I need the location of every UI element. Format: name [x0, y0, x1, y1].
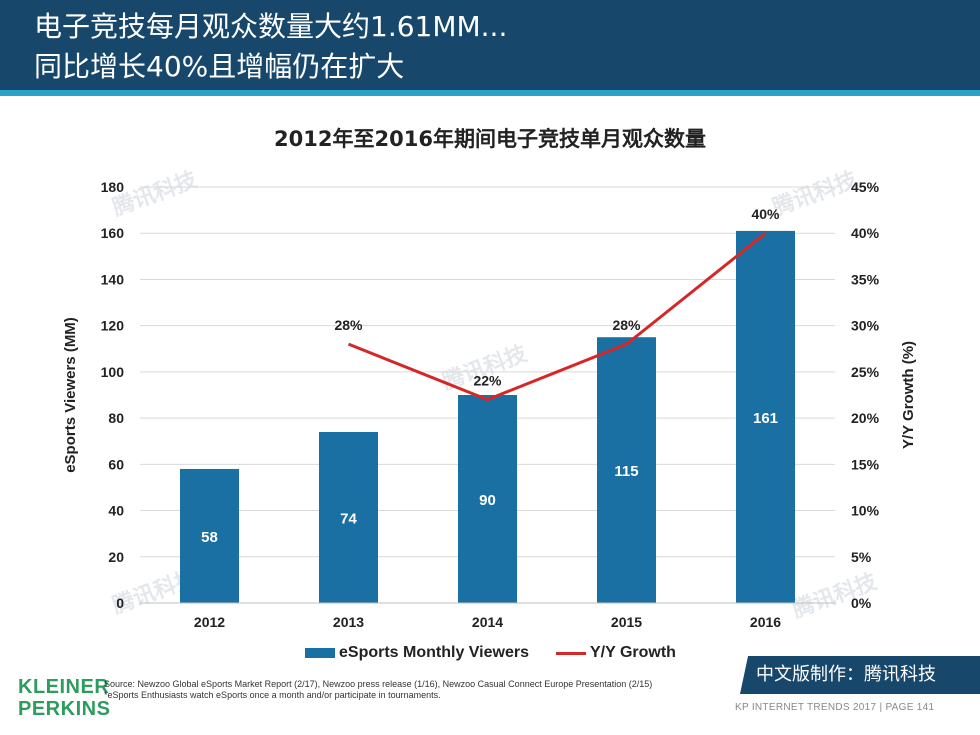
y-tick-label: 0 [116, 595, 124, 611]
growth-label: 22% [473, 373, 502, 389]
y-tick-label: 120 [101, 318, 125, 334]
y2-tick-label: 20% [851, 410, 880, 426]
legend-line-label: Y/Y Growth [590, 644, 676, 661]
y2-tick-label: 45% [851, 179, 880, 195]
bar-value-label: 161 [753, 410, 778, 427]
bar-2014 [458, 395, 517, 603]
legend-bar-swatch [305, 648, 335, 658]
kleiner-perkins-logo: KLEINER PERKINS [18, 676, 110, 720]
chart-title: 2012年至2016年期间电子竞技单月观众数量 [274, 127, 706, 151]
y2-tick-label: 10% [851, 503, 880, 519]
logo-line2: PERKINS [18, 698, 111, 720]
legend-line-swatch [556, 652, 586, 655]
legend-bar-label: eSports Monthly Viewers [339, 644, 529, 661]
source-line1: Source: Newzoo Global eSports Market Rep… [104, 679, 653, 689]
credit-badge-text: 中文版制作：腾讯科技 [756, 664, 936, 685]
x-tick-label: 2016 [750, 614, 781, 630]
bar-value-label: 58 [201, 529, 218, 546]
esports-viewers-chart: 2012年至2016年期间电子竞技单月观众数量 0 20 40 60 80 100 120 14… [62, 127, 917, 630]
y2-tick-label: 15% [851, 456, 880, 472]
bar-value-label: 90 [479, 492, 496, 509]
x-tick-label: 2012 [194, 614, 225, 630]
header-banner: 电子竞技每月观众数量大约1.61MM... 同比增长40%且增幅仍在扩大 [0, 0, 980, 90]
page-title-line1: 电子竞技每月观众数量大约1.61MM... [34, 10, 508, 43]
bar-2015 [597, 337, 656, 603]
y2-tick-label: 40% [851, 225, 880, 241]
page-title-line2: 同比增长40%且增幅仍在扩大 [34, 50, 405, 83]
y-tick-label: 20 [108, 549, 124, 565]
y2-tick-label: 30% [851, 318, 880, 334]
source-line2: *eSports Enthusiasts watch eSports once … [104, 690, 441, 700]
y-tick-label: 60 [108, 456, 124, 472]
source-note: Source: Newzoo Global eSports Market Rep… [104, 679, 652, 701]
y2-tick-label: 0% [851, 595, 872, 611]
page-footer: KP INTERNET TRENDS 2017 | PAGE 141 [735, 702, 935, 713]
y2-tick-label: 25% [851, 364, 880, 380]
bar-2013 [319, 431, 378, 603]
logo-line1: KLEINER [18, 676, 110, 698]
bar-2016 [736, 230, 795, 603]
y2-tick-label: 5% [851, 549, 872, 565]
header-accent-line [0, 90, 980, 96]
x-tick-label: 2014 [472, 614, 503, 630]
y-tick-label: 160 [101, 225, 125, 241]
y2-axis-title: Y/Y Growth (%) [900, 341, 917, 449]
growth-line [347, 232, 767, 402]
y-tick-label: 140 [101, 271, 125, 287]
growth-label: 40% [751, 206, 780, 222]
y-tick-label: 180 [101, 179, 125, 195]
y-tick-label: 100 [101, 364, 125, 380]
bar-2012 [180, 468, 239, 603]
y2-tick-label: 35% [851, 271, 880, 287]
bar-value-label: 115 [614, 463, 638, 480]
y-tick-label: 80 [108, 410, 124, 426]
growth-label: 28% [334, 317, 363, 333]
y-axis-title: eSports Viewers (MM) [62, 317, 79, 473]
growth-label: 28% [612, 317, 641, 333]
x-tick-label: 2015 [611, 614, 642, 630]
bar-value-label: 74 [340, 510, 357, 527]
x-tick-label: 2013 [333, 614, 364, 630]
y-tick-label: 40 [108, 503, 124, 519]
